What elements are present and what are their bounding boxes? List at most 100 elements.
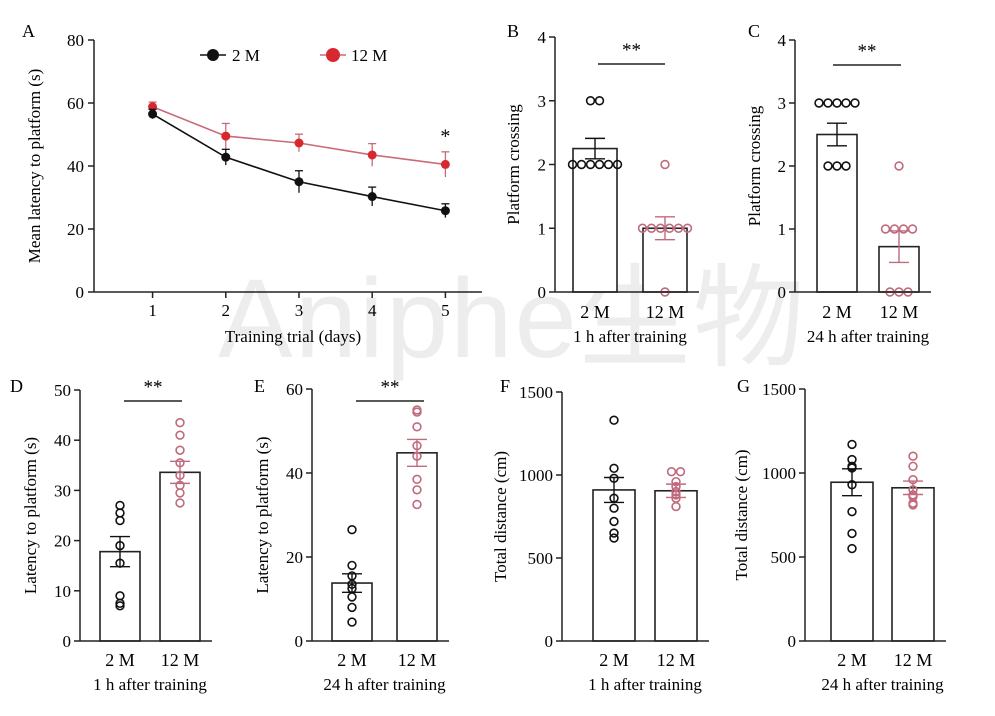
data-point-12m [908,500,918,510]
data-point-12m [294,138,304,148]
legend-2m-marker [207,49,219,61]
data-point-12m [655,223,666,233]
data-point-2m [367,192,377,202]
category-label: 2 M [580,302,610,322]
data-point-2m [594,159,605,170]
y-tick-label: 0 [63,632,72,651]
legend-2m-label: 2 M [232,46,260,65]
data-point-2m [832,98,842,108]
data-point-12m [440,159,450,169]
data-point-12m [412,407,422,417]
y-tick-label: 500 [771,548,797,567]
data-point-2m [347,592,357,602]
data-point-12m [175,458,185,468]
y-tick-label: 80 [67,31,84,50]
data-point-12m [175,498,185,508]
panel-subtitle: 24 h after training [821,675,944,694]
data-point-12m [671,501,681,512]
data-point-2m [576,159,587,170]
y-tick-label: 3 [538,92,547,111]
data-point-2m [347,617,357,627]
panel-f-letter: F [500,376,510,396]
data-point-2m [221,152,231,162]
panel-c-axes: 0 1 2 3 4 2 M 12 M ** 24 h after training Platfor… [745,31,931,346]
data-point-2m [841,161,851,171]
y-tick-label: 20 [286,548,303,567]
x-tick-label: 4 [368,301,377,320]
data-point-2m [832,161,842,171]
category-label: 12 M [894,650,933,670]
data-point-2m [847,506,857,517]
y-tick-label: 1500 [519,383,553,402]
data-point-12m [175,445,185,455]
data-point-12m [412,441,422,451]
panel-a-letter: A [22,21,35,41]
data-point-2m [603,159,614,170]
y-axis-label: Latency to platform (s) [253,436,272,593]
data-point-2m [609,516,619,527]
data-point-2m [612,159,623,170]
data-point-2m [440,206,450,216]
data-point-2m [594,96,605,106]
y-tick-label: 1000 [519,466,553,485]
data-point-12m [367,150,377,160]
y-tick-label: 3 [778,94,787,113]
panel-g: G 0 500 1000 1500 2 M 12 M 24 h after training… [732,376,946,694]
data-point-12m [908,475,918,485]
data-point-2m [609,503,619,513]
data-point-2m [567,159,578,170]
data-point-12m [671,486,681,497]
significance-marker: * [440,125,450,147]
category-label: 12 M [161,650,200,670]
data-point-12m [682,223,693,233]
panel-b-axes: 0 1 2 3 4 2 M 12 M ** 1 h after training Platform… [504,28,699,346]
y-tick-label: 0 [545,632,554,651]
y-tick-label: 1000 [762,464,796,483]
y-tick-label: 2 [538,156,547,175]
panel-a-legend: 2 M 12 M [200,46,387,65]
data-point-12m [908,461,918,471]
panel-c: C 0 1 2 3 4 2 M 12 M ** 24 h after training Platf… [745,21,931,346]
bar-2m [816,133,858,293]
data-point-12m [675,466,686,477]
panel-e-letter: E [254,376,265,396]
y-tick-label: 0 [295,632,304,651]
data-point-2m [347,579,357,589]
panel-a-ylabel: Mean latency to platform (s) [25,69,44,264]
y-tick-label: 10 [54,582,71,601]
data-point-12m [889,224,900,234]
data-point-12m [894,161,904,171]
y-tick-label: 40 [67,157,84,176]
y-axis-label: Platform crossing [745,105,764,226]
data-point-2m [585,96,596,106]
data-point-12m [666,466,677,477]
data-point-12m [908,451,918,461]
data-point-2m [850,98,860,108]
x-tick-label: 3 [295,301,304,320]
significance-label: ** [381,377,400,398]
category-label: 2 M [599,650,629,670]
panel-d-axes: 0 10 20 30 40 50 2 M 12 M ** 1 h after training La… [21,377,212,694]
data-point-12m [664,223,675,233]
data-point-2m [823,98,833,108]
data-point-2m [609,528,619,538]
panel-c-letter: C [748,21,760,41]
category-label: 2 M [822,302,852,322]
panel-g-axes: 0 500 1000 1500 2 M 12 M 24 h after training To… [732,380,946,694]
data-point-12m [646,223,657,233]
data-point-2m [609,415,619,425]
y-tick-label: 40 [286,464,303,483]
bar-12m [642,227,688,293]
data-point-12m [175,430,185,440]
data-point-2m [294,177,304,187]
data-point-12m [671,476,681,487]
data-point-12m [907,224,918,234]
legend-12m-label: 12 M [351,46,387,65]
panel-e-axes: 0 20 40 60 2 M 12 M ** 24 h after training Laten… [253,377,449,694]
data-point-2m [609,463,619,474]
y-tick-label: 500 [528,549,554,568]
data-point-2m [847,528,857,539]
y-tick-label: 0 [538,283,547,302]
data-point-12m [637,223,648,233]
